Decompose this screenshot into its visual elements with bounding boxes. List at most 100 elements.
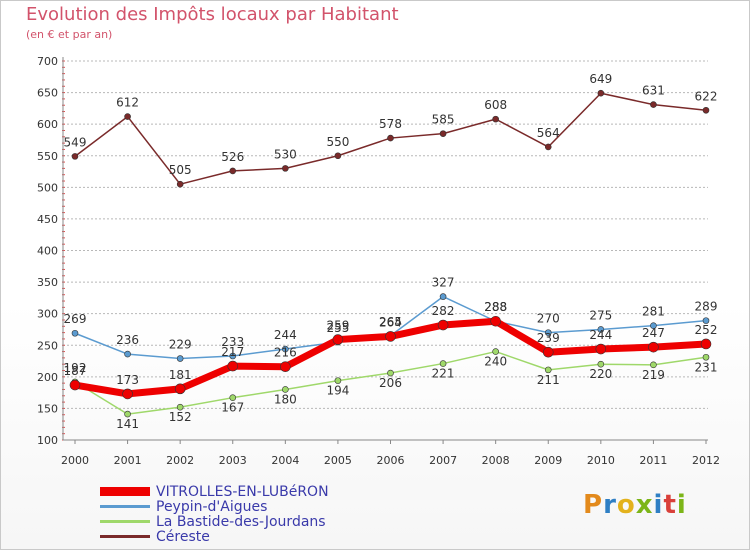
data-point-0 [229,167,237,175]
data-point-0 [492,115,499,123]
x-tick-label: 2008 [482,454,510,467]
data-label-1: 265 [379,315,402,329]
chart-subtitle: (en € et par an) [26,28,113,41]
data-label-0: 530 [274,147,297,161]
data-label-1: 288 [484,300,507,314]
y-tick-label: 550 [37,150,58,163]
data-label-1: 255 [326,321,349,335]
data-label-3: 217 [221,345,244,359]
y-tick-label: 350 [37,276,58,289]
chart-title: Evolution des Impôts locaux par Habitant [26,4,399,25]
data-label-0: 549 [64,135,87,149]
data-label-1: 229 [169,338,192,352]
y-tick-label: 600 [37,118,58,131]
data-point-0 [282,165,289,172]
data-label-1: 289 [695,300,718,314]
data-point-0 [597,89,605,97]
data-point-0 [71,153,79,160]
x-tick-label: 2005 [324,454,352,467]
data-point-0 [544,143,552,151]
data-point-3 [122,388,133,400]
data-label-3: 259 [326,319,349,333]
x-tick-label: 2003 [219,454,247,467]
data-point-2 [544,366,552,374]
data-point-3 [437,319,449,331]
data-point-3 [490,315,501,327]
data-label-2: 141 [116,417,139,431]
data-label-1: 233 [221,335,244,349]
legend-label-bastide: La Bastide-des-Jourdans [156,514,326,530]
data-label-0: 622 [695,89,718,103]
data-point-1 [282,345,289,353]
data-point-2 [439,360,447,367]
data-label-2: 167 [221,401,244,415]
data-label-3: 244 [589,328,612,342]
data-point-3 [385,331,396,342]
y-tick-label: 100 [37,434,58,447]
data-label-1: 269 [64,312,87,326]
data-label-1: 236 [116,333,139,347]
data-label-0: 564 [537,126,560,140]
data-point-3 [700,338,712,350]
data-label-1: 270 [537,312,560,326]
data-label-0: 608 [484,98,507,112]
data-label-0: 526 [221,150,244,164]
data-label-2: 231 [695,360,718,374]
data-point-1 [71,329,79,337]
data-label-0: 631 [642,84,665,98]
data-point-0 [334,152,342,160]
data-label-2: 152 [169,410,192,424]
x-tick-label: 2000 [61,454,89,467]
legend-label-cereste: Céreste [156,529,210,545]
y-tick-label: 500 [37,181,58,194]
data-point-0 [650,101,657,108]
data-label-2: 240 [484,355,507,369]
data-label-0: 550 [326,135,349,149]
data-point-3 [332,334,344,345]
data-label-3: 239 [537,331,560,345]
data-label-2: 220 [589,367,612,381]
data-point-2 [702,353,710,361]
legend-label-peypin: Peypin-d'Aigues [156,499,268,515]
data-label-0: 578 [379,117,402,131]
data-label-2: 180 [274,392,297,406]
data-label-1: 327 [432,276,455,290]
data-point-2 [334,377,342,384]
x-tick-label: 2006 [377,454,405,467]
data-point-3 [69,379,81,391]
data-label-3: 252 [695,323,718,337]
data-point-3 [542,346,554,358]
legend-swatch-peypin [100,505,150,508]
data-point-2 [492,348,499,355]
data-point-2 [124,410,131,418]
data-point-0 [176,180,184,188]
data-point-1 [702,317,710,324]
data-label-0: 649 [589,72,612,86]
data-point-0 [387,134,394,142]
x-tick-label: 2004 [271,454,299,467]
x-tick-label: 2012 [692,454,720,467]
data-label-2: 194 [326,384,349,398]
data-label-3: 264 [379,315,402,329]
data-label-0: 585 [432,113,455,127]
data-point-0 [439,130,447,137]
data-label-3: 187 [64,364,87,378]
x-tick-label: 2011 [639,454,667,467]
data-label-2: 221 [432,367,455,381]
data-point-3 [648,341,659,353]
data-point-0 [702,106,710,114]
x-tick-label: 2009 [534,454,562,467]
data-label-2: 206 [379,376,402,390]
data-point-1 [229,352,237,360]
data-label-0: 505 [169,163,192,177]
data-point-3 [280,361,291,373]
data-point-3 [227,360,239,372]
data-point-1 [439,293,447,300]
x-tick-label: 2002 [166,454,194,467]
data-point-0 [124,113,131,120]
data-label-3: 282 [432,304,455,318]
y-tick-label: 150 [37,402,58,415]
y-tick-label: 200 [37,371,58,384]
data-label-1: 281 [642,305,665,319]
